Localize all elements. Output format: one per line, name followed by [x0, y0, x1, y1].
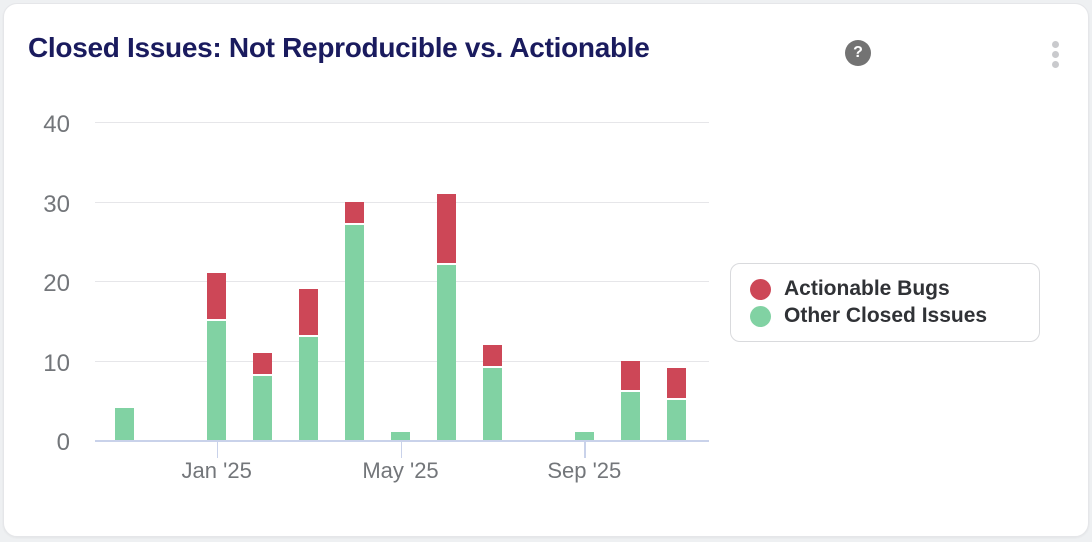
y-axis-label: 20	[43, 270, 70, 297]
kebab-dot-icon	[1051, 40, 1059, 48]
bar-segment-actionable-bugs[interactable]	[345, 201, 365, 226]
x-axis-label: Jan '25	[181, 458, 252, 483]
x-axis-tick	[584, 442, 586, 458]
kebab-dot-icon	[1051, 50, 1059, 58]
x-axis-label: May '25	[362, 458, 439, 483]
x-axis-tick	[400, 442, 403, 458]
gridline	[95, 281, 709, 283]
bar-segment-other-closed-issues[interactable]	[207, 320, 227, 440]
bar-segment-actionable-bugs[interactable]	[207, 273, 227, 321]
legend-swatch-other-icon	[750, 305, 771, 327]
bar-segment-other-closed-issues[interactable]	[253, 376, 273, 440]
y-axis-label: 10	[43, 349, 70, 377]
legend-label: Other Closed Issues	[784, 304, 988, 327]
bar-segment-other-closed-issues[interactable]	[391, 432, 410, 440]
legend: Actionable Bugs Other Closed Issues	[730, 263, 1040, 342]
bar-segment-other-closed-issues[interactable]	[115, 408, 135, 440]
y-axis-label: 30	[43, 190, 70, 218]
y-axis-label: 0	[56, 429, 70, 456]
bar-segment-other-closed-issues[interactable]	[345, 225, 365, 440]
x-axis-label: Sep '25	[547, 458, 622, 483]
kebab-dot-icon	[1051, 60, 1059, 68]
gridline	[95, 360, 709, 362]
x-axis-tick	[216, 442, 219, 458]
bar-segment-other-closed-issues[interactable]	[436, 265, 456, 440]
question-mark-glyph: ?	[853, 44, 863, 61]
bar-segment-other-closed-issues[interactable]	[666, 400, 686, 440]
legend-item-actionable-bugs[interactable]: Actionable Bugs	[750, 277, 1039, 301]
legend-label: Actionable Bugs	[784, 277, 950, 300]
y-axis-label: 40	[43, 111, 70, 138]
bar-segment-other-closed-issues[interactable]	[299, 336, 319, 440]
menu-button[interactable]	[1044, 36, 1066, 72]
x-axis-line	[95, 440, 709, 442]
bar-segment-actionable-bugs[interactable]	[436, 193, 456, 266]
bar-segment-other-closed-issues[interactable]	[574, 432, 594, 440]
gridline	[95, 122, 709, 124]
bar-segment-actionable-bugs[interactable]	[666, 368, 686, 401]
bar-segment-actionable-bugs[interactable]	[482, 344, 502, 369]
bar-segment-other-closed-issues[interactable]	[482, 368, 502, 440]
bar-segment-other-closed-issues[interactable]	[620, 392, 640, 440]
bar-segment-actionable-bugs[interactable]	[253, 352, 273, 377]
legend-swatch-actionable-icon	[750, 278, 771, 300]
bar-segment-actionable-bugs[interactable]	[620, 360, 640, 393]
chart-title: Closed Issues: Not Reproducible vs. Acti…	[28, 32, 650, 63]
gridline	[95, 201, 709, 203]
help-icon[interactable]: ?	[845, 40, 871, 66]
legend-item-other-closed-issues[interactable]: Other Closed Issues	[750, 304, 1039, 328]
bar-segment-actionable-bugs[interactable]	[299, 288, 319, 337]
